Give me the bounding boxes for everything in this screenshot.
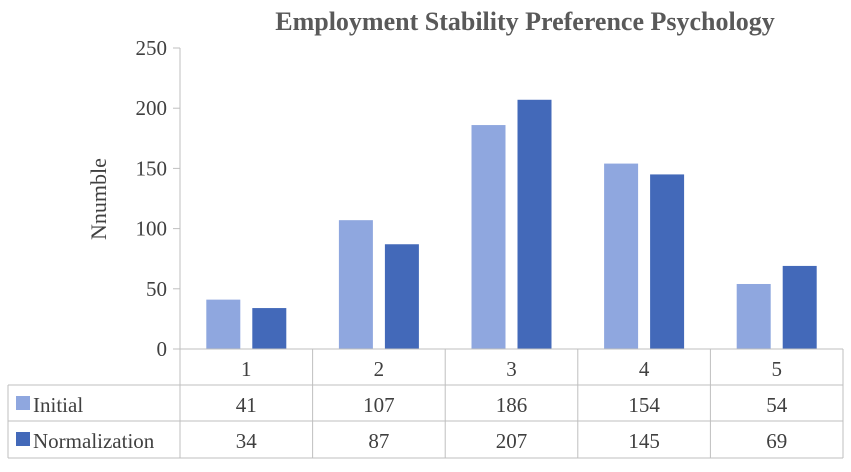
x-tick-label: 4 bbox=[639, 357, 650, 381]
data-label: 207 bbox=[496, 429, 528, 453]
bar-normalization-2 bbox=[384, 244, 419, 349]
legend-label-initial: Initial bbox=[33, 393, 83, 417]
y-axis-label: Nnumble bbox=[86, 158, 111, 240]
data-label: 107 bbox=[363, 393, 395, 417]
y-tick-label: 250 bbox=[136, 36, 168, 60]
y-tick-label: 50 bbox=[146, 277, 167, 301]
x-tick-label: 1 bbox=[241, 357, 252, 381]
legend-swatch-initial bbox=[16, 396, 30, 410]
x-tick-label: 3 bbox=[506, 357, 517, 381]
data-label: 186 bbox=[496, 393, 528, 417]
bar-initial-2 bbox=[338, 220, 373, 349]
data-label: 54 bbox=[766, 393, 788, 417]
data-label: 154 bbox=[628, 393, 660, 417]
legend-swatch-normalization bbox=[16, 432, 30, 446]
bar-normalization-1 bbox=[252, 308, 287, 349]
y-tick-label: 100 bbox=[136, 217, 168, 241]
bars bbox=[206, 99, 817, 349]
chart-title: Employment Stability Preference Psycholo… bbox=[275, 7, 774, 36]
bar-normalization-4 bbox=[650, 174, 685, 349]
legend-label-normalization: Normalization bbox=[33, 429, 155, 453]
data-label: 41 bbox=[236, 393, 257, 417]
y-axis: 0 50 100 150 200 250 bbox=[136, 36, 181, 361]
bar-initial-3 bbox=[471, 125, 506, 349]
bar-initial-4 bbox=[604, 163, 639, 349]
bar-initial-1 bbox=[206, 299, 241, 349]
y-tick-label: 0 bbox=[157, 337, 168, 361]
data-label: 34 bbox=[236, 429, 258, 453]
data-label: 145 bbox=[628, 429, 660, 453]
bar-initial-5 bbox=[736, 283, 771, 349]
data-label: 87 bbox=[368, 429, 389, 453]
bar-normalization-5 bbox=[782, 265, 817, 349]
bar-normalization-3 bbox=[517, 99, 552, 349]
y-tick-label: 150 bbox=[136, 156, 168, 180]
data-label: 69 bbox=[766, 429, 787, 453]
x-tick-label: 2 bbox=[374, 357, 385, 381]
y-tick-label: 200 bbox=[136, 96, 168, 120]
x-tick-label: 5 bbox=[771, 357, 782, 381]
